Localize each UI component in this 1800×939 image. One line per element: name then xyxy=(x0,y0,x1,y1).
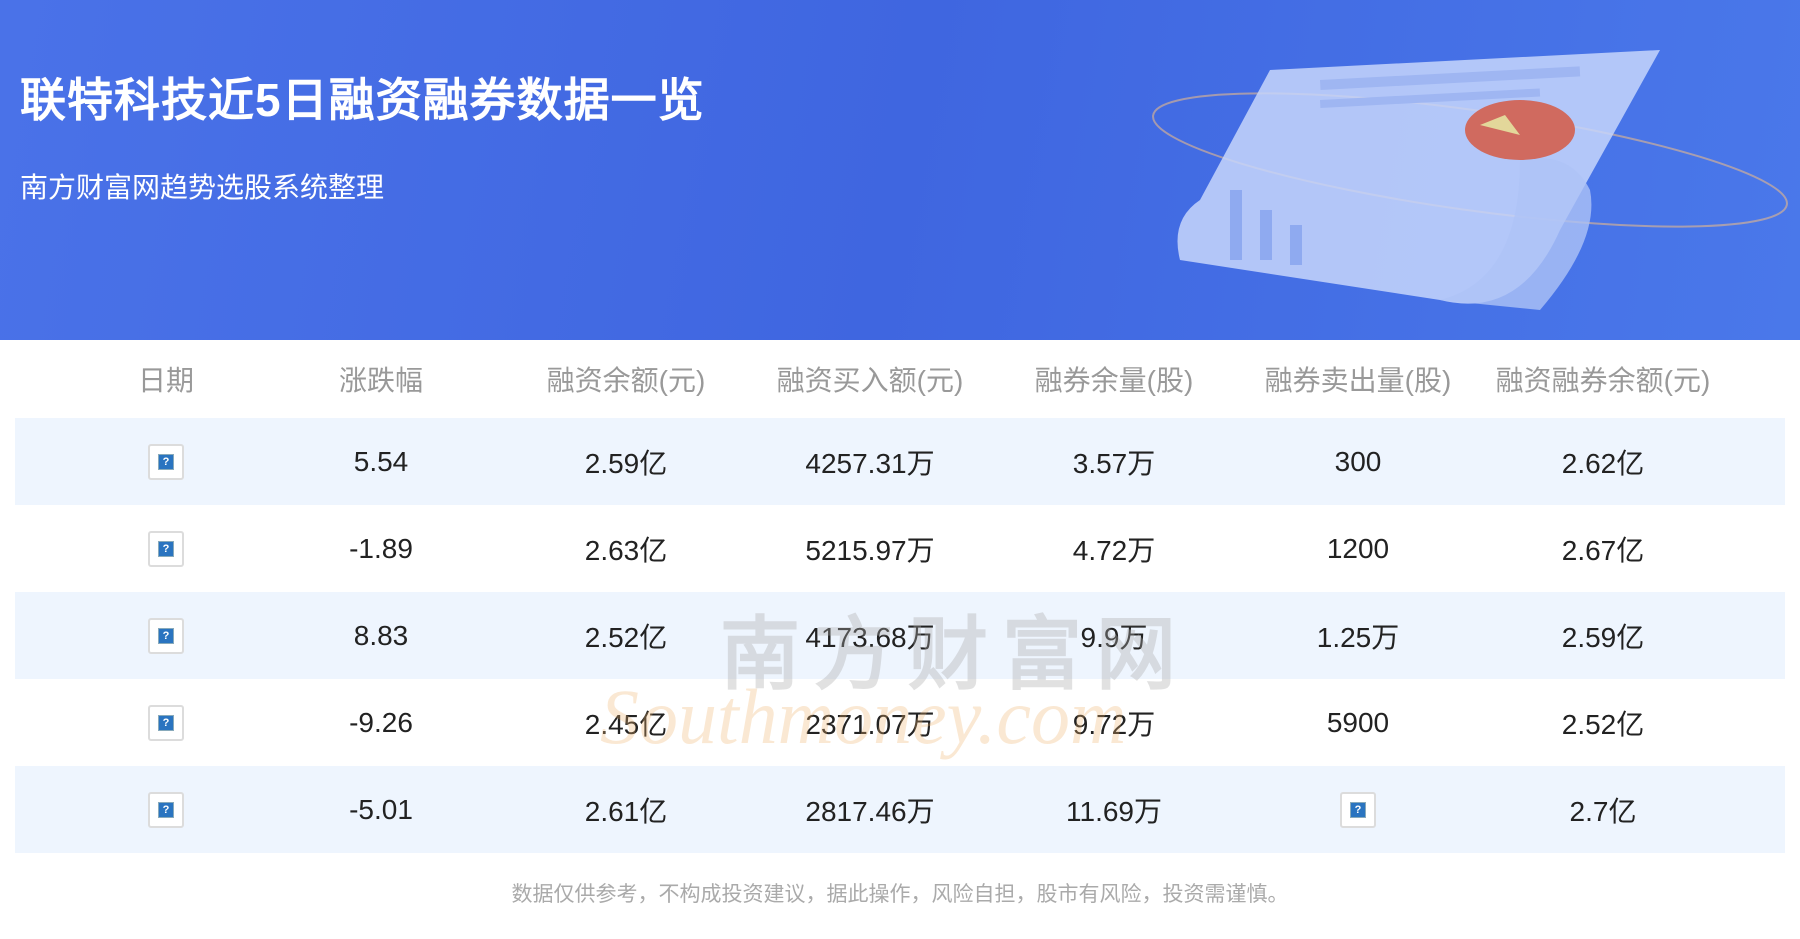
cell-change: -9.26 xyxy=(349,706,413,738)
broken-image-icon: ? xyxy=(148,791,184,828)
cell-securities-sell: 1200 xyxy=(1326,532,1390,564)
broken-image-icon: ? xyxy=(1340,791,1376,828)
cell-securities-balance: 9.72万 xyxy=(1072,708,1156,740)
cell-change: -5.01 xyxy=(349,793,413,825)
cell-financing-balance: 2.63亿 xyxy=(584,534,668,566)
cell-financing-balance: 2.59亿 xyxy=(584,447,668,479)
broken-image-icon: ? xyxy=(148,704,184,741)
page-title: 联特科技近5日融资融券数据一览 xyxy=(20,74,705,126)
cell-total-balance: 2.62亿 xyxy=(1561,447,1645,479)
document-chart-illustration xyxy=(1152,50,1788,310)
cell-date: ? xyxy=(51,766,281,853)
cell-securities-balance: 3.57万 xyxy=(1072,447,1156,479)
broken-image-icon: ? xyxy=(148,530,184,567)
cell-date: ? xyxy=(51,418,281,505)
broken-image-icon: ? xyxy=(148,443,184,480)
cell-date: ? xyxy=(51,505,281,592)
cell-securities-sell: 300 xyxy=(1334,445,1382,477)
table-row: ? -9.26 2.45亿 2371.07万 9.72万 5900 2.52亿 xyxy=(15,679,1785,766)
cell-securities-sell: 5900 xyxy=(1326,706,1390,738)
cell-financing-buy: 2371.07万 xyxy=(805,708,935,740)
column-header-financing-buy: 融资买入额(元) xyxy=(776,365,964,396)
column-header-total-balance: 融资融券余额(元) xyxy=(1495,365,1711,396)
cell-financing-balance: 2.61亿 xyxy=(584,795,668,827)
cell-financing-balance: 2.52亿 xyxy=(584,621,668,653)
cell-total-balance: 2.59亿 xyxy=(1561,621,1645,653)
table-row: ? 5.54 2.59亿 4257.31万 3.57万 300 2.62亿 xyxy=(15,418,1785,505)
cell-financing-buy: 4257.31万 xyxy=(805,447,935,479)
column-header-securities-balance: 融券余量(股) xyxy=(1034,365,1194,396)
table-header: 日期 涨跌幅 融资余额(元) 融资买入额(元) 融券余量(股) 融券卖出量(股)… xyxy=(15,340,1785,418)
table-row: ? 8.83 2.52亿 4173.68万 9.9万 1.25万 2.59亿 xyxy=(15,592,1785,679)
column-header-change: 涨跌幅 xyxy=(338,365,423,396)
column-header-financing-balance: 融资余额(元) xyxy=(546,365,706,396)
cell-financing-buy: 4173.68万 xyxy=(805,621,935,653)
broken-image-icon: ? xyxy=(148,617,184,654)
cell-date: ? xyxy=(51,679,281,766)
cell-securities-balance: 11.69万 xyxy=(1066,795,1162,827)
cell-change: 5.54 xyxy=(353,445,409,477)
cell-date: ? xyxy=(51,592,281,679)
cell-securities-balance: 9.9万 xyxy=(1080,621,1148,653)
cell-financing-buy: 2817.46万 xyxy=(805,795,935,827)
cell-change: -1.89 xyxy=(349,532,413,564)
cell-total-balance: 2.67亿 xyxy=(1561,534,1645,566)
cell-total-balance: 2.52亿 xyxy=(1561,708,1645,740)
cell-securities-sell: ? xyxy=(1243,766,1473,853)
cell-securities-balance: 4.72万 xyxy=(1072,534,1156,566)
cell-financing-buy: 5215.97万 xyxy=(805,534,935,566)
cell-total-balance: 2.7亿 xyxy=(1569,795,1637,827)
column-header-securities-sell: 融券卖出量(股) xyxy=(1264,365,1452,396)
table-row: ? -1.89 2.63亿 5215.97万 4.72万 1200 2.67亿 xyxy=(15,505,1785,592)
cell-securities-sell: 1.25万 xyxy=(1316,621,1400,653)
column-header-date: 日期 xyxy=(137,365,194,396)
cell-change: 8.83 xyxy=(353,619,409,651)
table-row: ? -5.01 2.61亿 2817.46万 11.69万? 2.7亿 xyxy=(15,766,1785,853)
cell-financing-balance: 2.45亿 xyxy=(584,708,668,740)
disclaimer: 数据仅供参考，不构成投资建议，据此操作，风险自担，股市有风险，投资需谨慎。 xyxy=(511,883,1289,906)
header-banner: 联特科技近5日融资融券数据一览 南方财富网趋势选股系统整理 xyxy=(0,0,1800,340)
page-subtitle: 南方财富网趋势选股系统整理 xyxy=(20,172,385,203)
